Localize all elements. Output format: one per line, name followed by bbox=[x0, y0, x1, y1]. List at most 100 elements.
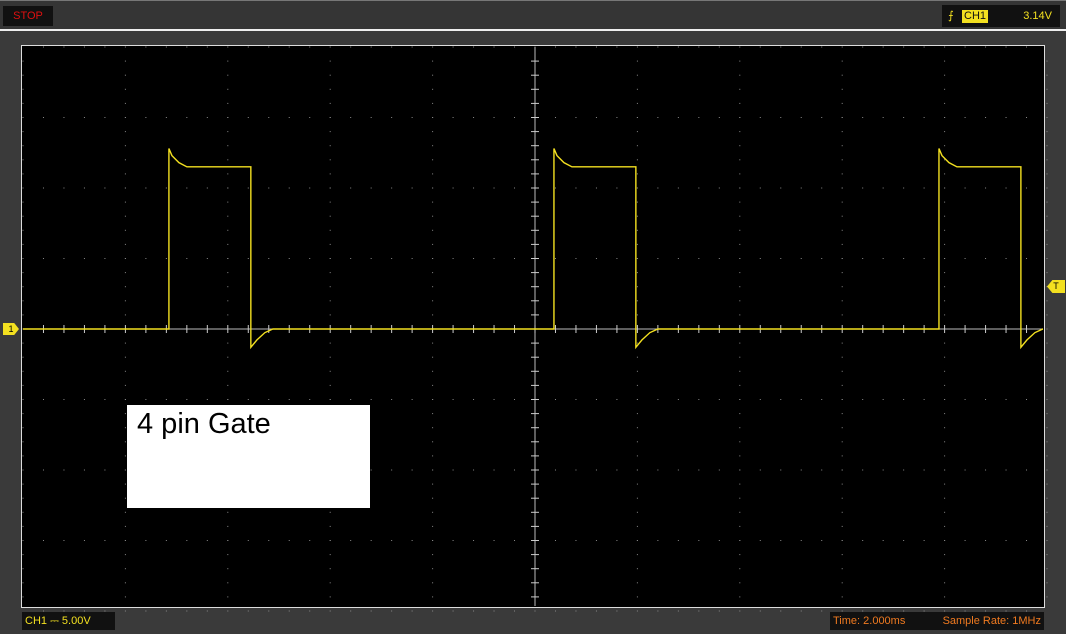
grid-dot bbox=[882, 46, 884, 48]
grid-dot bbox=[432, 469, 434, 471]
ch1-ground-marker[interactable]: 1 bbox=[3, 323, 19, 335]
grid-dot bbox=[104, 469, 106, 471]
grid-dot bbox=[227, 60, 229, 62]
grid-dot bbox=[780, 469, 782, 471]
grid-dot bbox=[432, 286, 434, 288]
grid-dot bbox=[718, 540, 720, 541]
grid-dot bbox=[677, 610, 679, 612]
grid-dot bbox=[657, 117, 659, 118]
channel-info[interactable]: CH1 ⎓ 5.00V bbox=[22, 612, 115, 630]
grid-dot bbox=[944, 117, 946, 118]
grid-dot bbox=[124, 342, 126, 344]
grid-dot bbox=[841, 413, 843, 415]
grid-dot bbox=[821, 258, 823, 259]
grid-dot bbox=[841, 554, 843, 556]
grid-dot bbox=[268, 117, 270, 118]
grid-dot bbox=[247, 610, 249, 612]
grid-dot bbox=[1046, 145, 1048, 147]
grid-dot bbox=[206, 540, 208, 541]
grid-dot bbox=[841, 399, 843, 400]
grid-dot bbox=[636, 455, 638, 457]
timebase-info[interactable]: Time: 2.000ms Sample Rate: 1MHz bbox=[830, 612, 1044, 630]
run-state-button[interactable]: STOP bbox=[3, 6, 53, 26]
grid-dot bbox=[841, 469, 843, 471]
grid-dot bbox=[964, 399, 966, 400]
grid-dot bbox=[739, 525, 741, 527]
grid-dot bbox=[124, 540, 126, 541]
grid-dot bbox=[944, 272, 946, 274]
grid-dot bbox=[514, 258, 516, 259]
grid-dot bbox=[616, 187, 618, 189]
grid-dot bbox=[698, 399, 700, 400]
grid-dot bbox=[227, 314, 229, 316]
grid-dot bbox=[841, 483, 843, 485]
grid-dot bbox=[657, 540, 659, 541]
grid-dot bbox=[554, 399, 556, 400]
grid-dot bbox=[104, 187, 106, 189]
grid-dot bbox=[739, 596, 741, 598]
grid-dot bbox=[882, 399, 884, 400]
grid-dot bbox=[124, 74, 126, 76]
grid-dot bbox=[841, 201, 843, 203]
grid-dot bbox=[288, 117, 290, 118]
grid-dot bbox=[124, 469, 126, 471]
grid-dot bbox=[350, 399, 352, 400]
grid-dot bbox=[739, 229, 741, 231]
grid-dot bbox=[636, 413, 638, 415]
grid-dot bbox=[718, 469, 720, 471]
grid-dot bbox=[1046, 582, 1048, 584]
trigger-level-marker[interactable]: T bbox=[1047, 280, 1065, 293]
grid-dot bbox=[432, 427, 434, 429]
grid-dot bbox=[800, 469, 802, 471]
grid-dot bbox=[165, 46, 167, 48]
grid-dot bbox=[1026, 610, 1028, 612]
grid-dot bbox=[841, 610, 843, 612]
grid-dot bbox=[186, 187, 188, 189]
grid-dot bbox=[944, 455, 946, 457]
grid-dot bbox=[42, 258, 44, 259]
grid-dot bbox=[862, 399, 864, 400]
grid-dot bbox=[22, 525, 24, 527]
grid-dot bbox=[739, 88, 741, 90]
grid-dot bbox=[227, 356, 229, 358]
grid-dot bbox=[841, 427, 843, 429]
grid-dot bbox=[42, 610, 44, 612]
grid-dot bbox=[1046, 201, 1048, 203]
grid-dot bbox=[841, 525, 843, 527]
grid-dot bbox=[432, 46, 434, 48]
grid-dot bbox=[473, 399, 475, 400]
grid-dot bbox=[1046, 159, 1048, 161]
grid-dot bbox=[452, 610, 454, 612]
time-per-div: Time: 2.000ms bbox=[833, 615, 906, 627]
grid-dot bbox=[124, 370, 126, 372]
grid-dot bbox=[83, 469, 85, 471]
grid-dot bbox=[350, 117, 352, 118]
trigger-info[interactable]: ⨍ CH1 3.14V bbox=[942, 5, 1060, 27]
grid-dot bbox=[124, 427, 126, 429]
grid-dot bbox=[944, 469, 946, 471]
grid-dot bbox=[329, 370, 331, 372]
grid-dot bbox=[309, 46, 311, 48]
grid-dot bbox=[944, 525, 946, 527]
grid-dot bbox=[739, 356, 741, 358]
grid-dot bbox=[841, 300, 843, 302]
grid-dot bbox=[165, 399, 167, 400]
grid-dot bbox=[391, 469, 393, 471]
grid-dot bbox=[636, 159, 638, 161]
grid-dot bbox=[944, 540, 946, 541]
grid-dot bbox=[575, 258, 577, 259]
grid-dot bbox=[903, 258, 905, 259]
grid-dot bbox=[124, 272, 126, 274]
grid-dot bbox=[718, 46, 720, 48]
grid-dot bbox=[677, 258, 679, 259]
grid-dot bbox=[800, 46, 802, 48]
grid-dot bbox=[739, 342, 741, 344]
grid-dot bbox=[1046, 117, 1048, 118]
grid-dot bbox=[739, 370, 741, 372]
grid-dot bbox=[1046, 229, 1048, 231]
grid-dot bbox=[186, 610, 188, 612]
trigger-source: CH1 bbox=[962, 10, 989, 23]
annotation-label: 4 pin Gate bbox=[127, 405, 370, 508]
grid-dot bbox=[206, 610, 208, 612]
grid-dot bbox=[22, 60, 24, 62]
